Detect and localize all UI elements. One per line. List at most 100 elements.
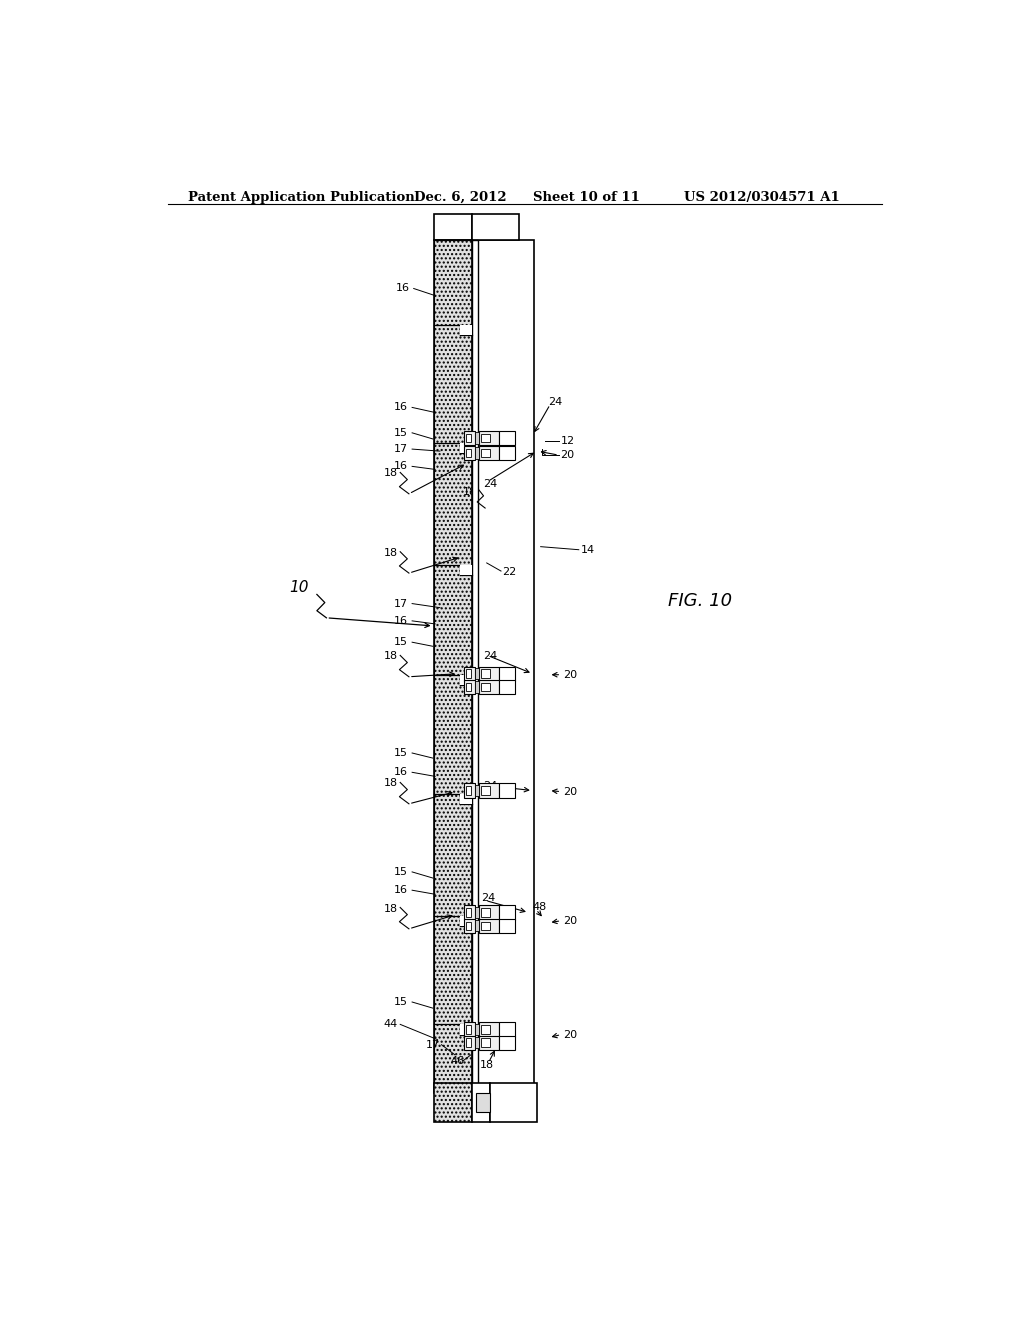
Bar xyxy=(475,1024,479,1035)
Bar xyxy=(465,430,475,445)
Text: 20: 20 xyxy=(560,450,574,461)
Bar xyxy=(465,1022,475,1036)
Bar xyxy=(478,240,534,1093)
Text: 16: 16 xyxy=(395,284,410,293)
Text: 24: 24 xyxy=(483,479,498,488)
Text: 20: 20 xyxy=(563,1030,577,1040)
Bar xyxy=(460,565,472,576)
Bar xyxy=(460,444,472,453)
Bar xyxy=(479,906,500,920)
Bar xyxy=(460,793,472,804)
Text: 17: 17 xyxy=(394,598,409,609)
Bar xyxy=(472,240,478,1093)
Bar xyxy=(475,668,479,680)
Text: 16: 16 xyxy=(394,886,409,895)
Bar xyxy=(479,919,500,933)
Text: 12: 12 xyxy=(560,436,574,446)
Text: 20: 20 xyxy=(563,916,577,925)
Text: 17: 17 xyxy=(394,444,409,454)
Bar xyxy=(465,919,475,933)
Text: 16: 16 xyxy=(394,403,409,412)
Bar xyxy=(500,680,515,694)
Bar xyxy=(489,1084,538,1122)
Text: 24: 24 xyxy=(481,894,496,903)
Bar xyxy=(479,1036,500,1049)
Bar xyxy=(466,682,471,692)
Text: 15: 15 xyxy=(394,638,409,647)
Text: 17: 17 xyxy=(426,1040,440,1049)
Bar xyxy=(466,434,471,442)
Bar xyxy=(500,906,515,920)
Bar xyxy=(475,1038,479,1048)
Text: 15: 15 xyxy=(394,867,409,876)
Text: 18: 18 xyxy=(479,1060,494,1071)
Bar xyxy=(500,430,515,445)
Text: 10: 10 xyxy=(289,579,308,595)
Text: US 2012/0304571 A1: US 2012/0304571 A1 xyxy=(684,191,840,203)
Bar xyxy=(433,240,472,1093)
Bar xyxy=(481,1039,490,1047)
Bar xyxy=(466,921,471,931)
Bar xyxy=(475,447,479,459)
Bar xyxy=(460,916,472,925)
Text: 20: 20 xyxy=(563,787,577,796)
Bar xyxy=(475,907,479,919)
Bar xyxy=(433,214,472,240)
Bar xyxy=(479,784,500,797)
Bar xyxy=(433,240,472,1093)
Text: 14: 14 xyxy=(581,545,595,554)
Bar xyxy=(500,1036,515,1049)
Text: 18: 18 xyxy=(384,903,397,913)
Bar xyxy=(465,1036,475,1049)
Bar xyxy=(479,680,500,694)
Text: 46: 46 xyxy=(451,1056,465,1067)
Text: 16: 16 xyxy=(394,462,409,471)
Bar xyxy=(500,667,515,681)
Text: 24: 24 xyxy=(549,397,563,408)
Bar xyxy=(433,214,472,240)
Text: 16: 16 xyxy=(394,616,409,626)
Bar xyxy=(466,669,471,678)
Bar xyxy=(479,667,500,681)
Text: Sheet 10 of 11: Sheet 10 of 11 xyxy=(532,191,640,203)
Bar xyxy=(479,430,500,445)
Bar xyxy=(475,785,479,796)
Bar xyxy=(465,667,475,681)
Bar xyxy=(433,1084,472,1122)
Bar xyxy=(475,432,479,444)
Bar xyxy=(465,680,475,694)
Text: Dec. 6, 2012: Dec. 6, 2012 xyxy=(414,191,506,203)
Bar xyxy=(460,1024,472,1035)
Bar xyxy=(466,787,471,795)
Text: 15: 15 xyxy=(394,428,409,438)
Text: 15: 15 xyxy=(394,748,409,758)
Bar xyxy=(481,1026,490,1034)
Bar xyxy=(460,675,472,685)
Bar xyxy=(465,784,475,797)
Text: 44: 44 xyxy=(384,1019,397,1030)
Text: 24: 24 xyxy=(483,652,498,661)
Bar xyxy=(466,908,471,917)
Bar xyxy=(500,1022,515,1036)
Bar xyxy=(481,669,490,678)
Bar xyxy=(500,446,515,461)
Bar xyxy=(475,920,479,932)
Bar xyxy=(481,434,490,442)
Bar xyxy=(500,919,515,933)
Bar xyxy=(465,446,475,461)
Bar xyxy=(500,784,515,797)
Text: 18: 18 xyxy=(463,487,477,496)
Bar xyxy=(472,1084,489,1122)
Text: 48: 48 xyxy=(532,903,547,912)
Bar xyxy=(481,787,490,795)
Bar xyxy=(472,214,519,240)
Bar xyxy=(481,908,490,917)
Bar xyxy=(481,682,490,692)
Bar xyxy=(466,449,471,458)
Bar xyxy=(475,681,479,693)
Bar xyxy=(460,325,472,335)
Bar xyxy=(466,1026,471,1034)
Bar xyxy=(479,1022,500,1036)
Text: 18: 18 xyxy=(384,652,397,661)
Text: 20: 20 xyxy=(563,669,577,680)
